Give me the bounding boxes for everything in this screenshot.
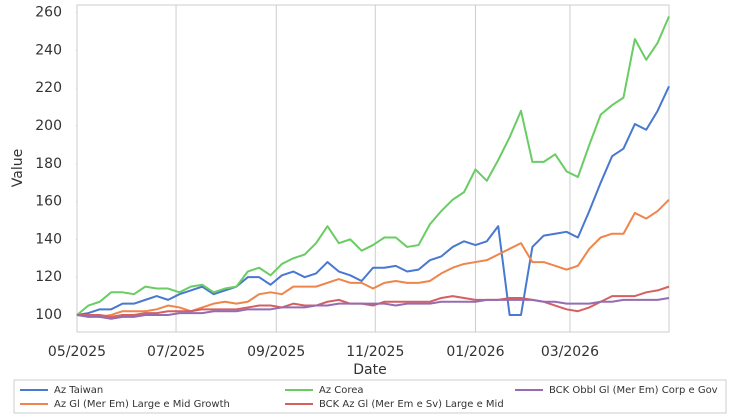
series-line <box>76 15 670 316</box>
y-tick-label: 140 <box>35 231 62 247</box>
y-tick-label: 160 <box>35 194 62 210</box>
legend-label: BCK Obbl Gl (Mer Em) Corp e Gov <box>549 385 718 396</box>
legend-label: BCK Az Gl (Mer Em e Sv) Large e Mid <box>319 399 504 410</box>
legend-label: Az Taiwan <box>54 385 103 396</box>
x-tick-label: 11/2025 <box>346 344 404 360</box>
x-axis-label: Date <box>353 362 386 378</box>
y-tick-label: 220 <box>35 80 62 96</box>
series-line <box>77 285 670 318</box>
x-tick-label: 09/2025 <box>247 344 305 360</box>
x-tick-label: 01/2026 <box>446 344 504 360</box>
y-axis-label: Value <box>10 149 26 187</box>
x-tick-label: 05/2025 <box>48 344 106 360</box>
y-tick-label: 200 <box>35 118 62 134</box>
legend-label: Az Gl (Mer Em) Large e Mid Growth <box>54 399 230 410</box>
y-tick-label: 240 <box>35 42 62 58</box>
series-line <box>77 198 670 318</box>
series-line <box>76 85 670 316</box>
legend-label: Az Corea <box>319 385 364 396</box>
x-tick-label: 07/2025 <box>147 344 205 360</box>
series-line <box>76 296 670 320</box>
legend <box>13 379 727 414</box>
y-tick-label: 260 <box>35 5 62 21</box>
y-tick-label: 180 <box>35 156 62 172</box>
y-tick-label: 100 <box>35 307 62 323</box>
x-tick-label: 03/2026 <box>541 344 599 360</box>
y-tick-label: 120 <box>35 269 62 285</box>
